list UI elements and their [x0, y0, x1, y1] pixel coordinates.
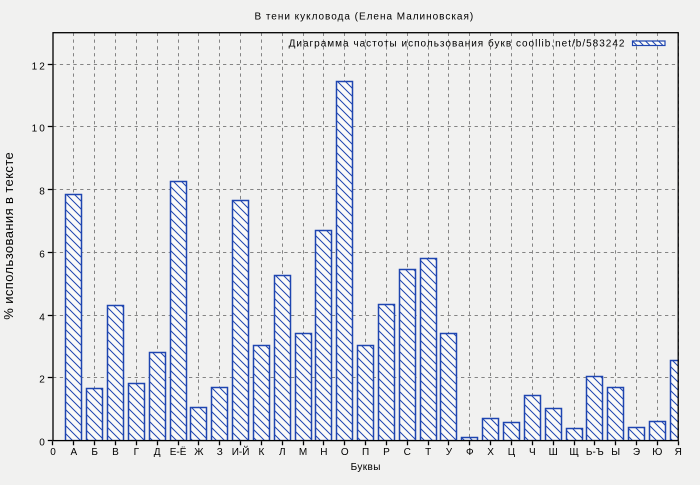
svg-text:Ц: Ц — [508, 447, 516, 458]
svg-text:Ф: Ф — [466, 447, 474, 458]
svg-text:И-Й: И-Й — [232, 445, 250, 458]
svg-text:Х: Х — [487, 447, 494, 458]
svg-text:% использования в тексте: % использования в тексте — [1, 152, 16, 320]
svg-text:В: В — [112, 447, 119, 458]
svg-text:Я: Я — [675, 447, 682, 458]
svg-text:Ю: Ю — [652, 447, 662, 458]
svg-text:У: У — [446, 447, 453, 458]
svg-text:С: С — [404, 447, 411, 458]
svg-text:0: 0 — [39, 438, 47, 449]
svg-text:Ь-Ъ: Ь-Ъ — [586, 447, 604, 458]
svg-text:4: 4 — [39, 313, 47, 324]
svg-text:Ж: Ж — [194, 447, 204, 458]
svg-text:Ы: Ы — [611, 447, 620, 458]
svg-text:М: М — [299, 447, 307, 458]
svg-text:Н: Н — [320, 447, 327, 458]
svg-text:6: 6 — [39, 250, 47, 261]
svg-text:Д: Д — [154, 447, 161, 458]
svg-text:В тени кукловода (Елена Малино: В тени кукловода (Елена Малиновская) — [254, 11, 474, 22]
svg-text:Б: Б — [91, 447, 98, 458]
svg-text:О: О — [341, 447, 349, 458]
svg-text:0: 0 — [50, 447, 56, 458]
svg-text:З: З — [217, 447, 223, 458]
svg-text:2: 2 — [39, 375, 47, 386]
svg-text:Ш: Ш — [549, 447, 558, 458]
svg-text:А: А — [71, 447, 78, 458]
svg-text:Т: Т — [425, 447, 431, 458]
svg-text:Диаграмма частоты использовани: Диаграмма частоты использования букв coo… — [289, 37, 626, 49]
svg-text:К: К — [258, 447, 264, 458]
svg-text:Ч: Ч — [529, 447, 536, 458]
svg-text:Р: Р — [383, 447, 390, 458]
svg-text:П: П — [362, 447, 369, 458]
svg-text:Л: Л — [279, 447, 286, 458]
svg-text:Щ: Щ — [569, 447, 578, 458]
svg-text:Е-Ё: Е-Ё — [170, 446, 187, 458]
svg-text:12: 12 — [32, 62, 47, 73]
svg-text:Г: Г — [134, 447, 140, 458]
svg-text:8: 8 — [39, 187, 47, 198]
svg-text:Э: Э — [633, 447, 640, 458]
svg-text:10: 10 — [32, 124, 47, 135]
svg-text:Буквы: Буквы — [351, 462, 381, 473]
